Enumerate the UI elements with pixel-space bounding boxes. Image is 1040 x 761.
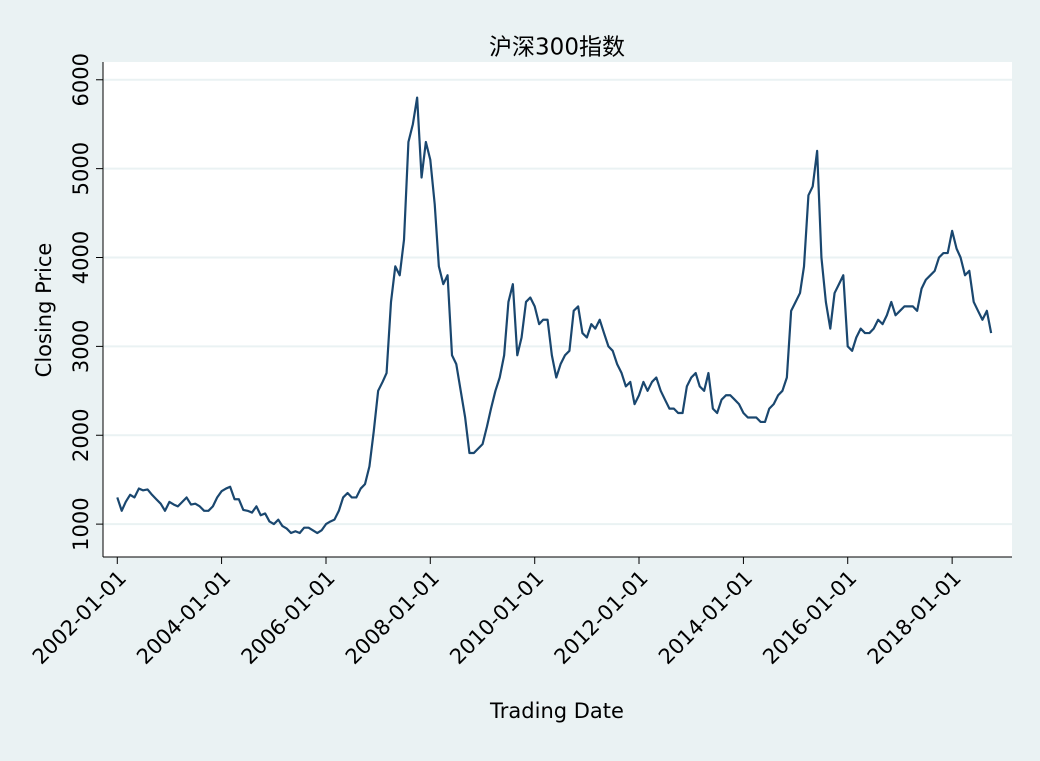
y-tick-label: 5000: [69, 142, 93, 195]
y-tick-label: 2000: [69, 409, 93, 462]
x-axis-title: Trading Date: [489, 699, 624, 723]
y-axis-title: Closing Price: [32, 243, 56, 378]
price-line: [116, 96, 993, 535]
y-tick-label: 4000: [69, 231, 93, 284]
y-tick-label: 1000: [69, 497, 93, 550]
chart-title: 沪深300指数: [489, 35, 625, 61]
y-tick-label: 3000: [69, 320, 93, 373]
plot-area: [103, 62, 1012, 557]
y-tick-label: 6000: [69, 53, 93, 106]
